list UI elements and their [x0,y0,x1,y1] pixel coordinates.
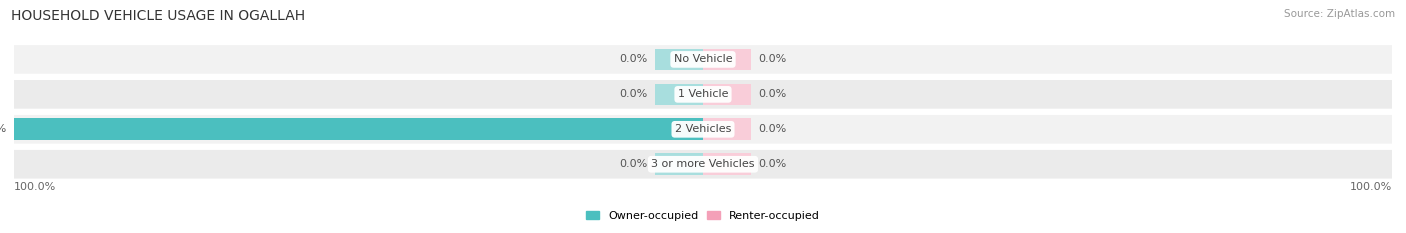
Text: 0.0%: 0.0% [758,159,786,169]
Bar [703,154,751,175]
Text: 2 Vehicles: 2 Vehicles [675,124,731,134]
Bar [703,118,751,140]
FancyBboxPatch shape [14,80,1392,109]
Bar [703,49,751,70]
Bar [14,118,703,140]
Bar [655,49,703,70]
Text: 3 or more Vehicles: 3 or more Vehicles [651,159,755,169]
Text: 1 Vehicle: 1 Vehicle [678,89,728,99]
Text: 0.0%: 0.0% [620,89,648,99]
Bar [14,118,703,140]
Text: Source: ZipAtlas.com: Source: ZipAtlas.com [1284,9,1395,19]
Legend: Owner-occupied, Renter-occupied: Owner-occupied, Renter-occupied [581,206,825,225]
Bar [655,154,703,175]
FancyBboxPatch shape [14,45,1392,74]
Text: 0.0%: 0.0% [758,55,786,64]
Bar [655,84,703,105]
Text: 0.0%: 0.0% [620,159,648,169]
Text: No Vehicle: No Vehicle [673,55,733,64]
Text: 100.0%: 100.0% [14,182,56,192]
Text: 0.0%: 0.0% [620,55,648,64]
Text: 0.0%: 0.0% [758,89,786,99]
Text: 0.0%: 0.0% [758,124,786,134]
Bar [703,84,751,105]
Text: 100.0%: 100.0% [0,124,7,134]
FancyBboxPatch shape [14,150,1392,179]
Text: HOUSEHOLD VEHICLE USAGE IN OGALLAH: HOUSEHOLD VEHICLE USAGE IN OGALLAH [11,9,305,23]
FancyBboxPatch shape [14,115,1392,144]
Text: 100.0%: 100.0% [1350,182,1392,192]
